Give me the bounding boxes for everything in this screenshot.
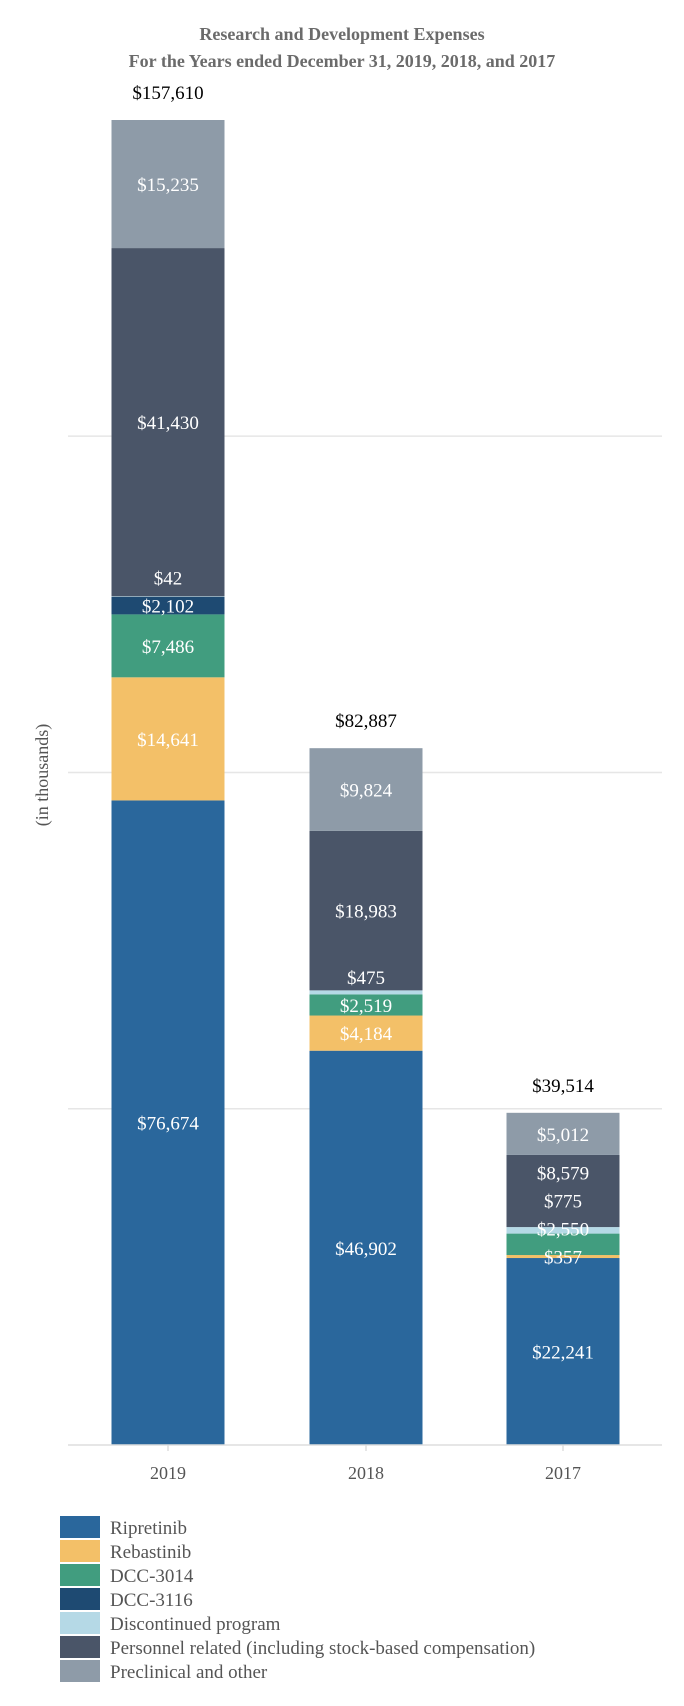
data-label-2019-2: $7,486 <box>142 637 194 658</box>
data-label-2017-1: $357 <box>544 1248 582 1269</box>
data-label-2018-2: $2,519 <box>340 996 392 1017</box>
bar-2017-rebastinib <box>506 1255 620 1259</box>
data-label-2018-1: $4,184 <box>340 1024 393 1045</box>
data-label-2017-0: $22,241 <box>532 1343 594 1364</box>
bar-2017-ripretinib <box>506 1258 620 1445</box>
legend-label-2: DCC-3014 <box>110 1566 194 1587</box>
bar-2018-discontinued-program <box>309 990 423 995</box>
bar-2018-personnel-related-including-stock-based-compensation- <box>309 830 423 991</box>
bar-2017-discontinued-program <box>506 1227 620 1234</box>
bar-2018-rebastinib <box>309 1015 423 1051</box>
bar-2018-dcc-3014 <box>309 994 423 1016</box>
x-tick-label-2017: 2017 <box>545 1463 581 1483</box>
y-axis-label: (in thousands) <box>32 724 53 827</box>
data-label-2017-2: $2,550 <box>537 1220 589 1241</box>
data-label-2018-5: $18,983 <box>335 902 397 923</box>
data-label-2018-4: $475 <box>347 968 385 989</box>
bar-2019-rebastinib <box>111 677 225 801</box>
legend-swatch-0 <box>60 1516 100 1538</box>
total-label-2019: $157,610 <box>132 83 203 104</box>
legend-swatch-4 <box>60 1612 100 1634</box>
data-label-2019-1: $14,641 <box>137 730 199 751</box>
bar-2017-dcc-3014 <box>506 1233 620 1256</box>
bar-2017-personnel-related-including-stock-based-compensation- <box>506 1154 620 1228</box>
x-tick-label-2019: 2019 <box>150 1463 186 1483</box>
data-label-2017-4: $775 <box>544 1192 582 1213</box>
bar-2019-ripretinib <box>111 800 225 1445</box>
bar-2017-preclinical-and-other <box>506 1112 620 1155</box>
legend-label-6: Preclinical and other <box>110 1662 268 1683</box>
data-label-2019-5: $41,430 <box>137 413 199 434</box>
total-label-2017: $39,514 <box>532 1076 594 1097</box>
bar-2019-personnel-related-including-stock-based-compensation- <box>111 248 225 597</box>
data-label-2019-3: $2,102 <box>142 597 194 618</box>
legend-label-5: Personnel related (including stock-based… <box>110 1638 535 1659</box>
data-label-2019-4: $42 <box>154 569 183 590</box>
bar-2019-dcc-3116 <box>111 596 225 615</box>
data-label-2019-6: $15,235 <box>137 175 199 196</box>
bar-2019-preclinical-and-other <box>111 120 225 249</box>
legend-swatch-3 <box>60 1588 100 1610</box>
data-label-2019-0: $76,674 <box>137 1114 199 1135</box>
x-tick-label-2018: 2018 <box>348 1463 384 1483</box>
legend: Ripretinib Rebastinib DCC-3014 DCC-3116 Disc… <box>60 1516 535 1683</box>
legend-swatch-6 <box>60 1660 100 1682</box>
legend-label-0: Ripretinib <box>110 1518 187 1539</box>
legend-label-4: Discontinued program <box>110 1614 281 1635</box>
bar-2019-dcc-3014 <box>111 614 225 678</box>
total-label-2018: $82,887 <box>335 711 397 732</box>
chart-title-line2: For the Years ended December 31, 2019, 2… <box>129 51 556 71</box>
data-label-2018-0: $46,902 <box>335 1239 397 1260</box>
bar-2018-preclinical-and-other <box>309 748 423 831</box>
data-label-2017-5: $8,579 <box>537 1164 589 1185</box>
bar-2019-discontinued-program <box>111 596 225 597</box>
chart-title-line1: Research and Development Expenses <box>199 24 484 44</box>
legend-swatch-5 <box>60 1636 100 1658</box>
data-label-2017-6: $5,012 <box>537 1125 589 1146</box>
legend-label-3: DCC-3116 <box>110 1590 193 1611</box>
legend-swatch-2 <box>60 1564 100 1586</box>
legend-label-1: Rebastinib <box>110 1542 191 1563</box>
legend-swatch-1 <box>60 1540 100 1562</box>
bar-2018-ripretinib <box>309 1050 423 1445</box>
data-label-2018-6: $9,824 <box>340 780 393 801</box>
